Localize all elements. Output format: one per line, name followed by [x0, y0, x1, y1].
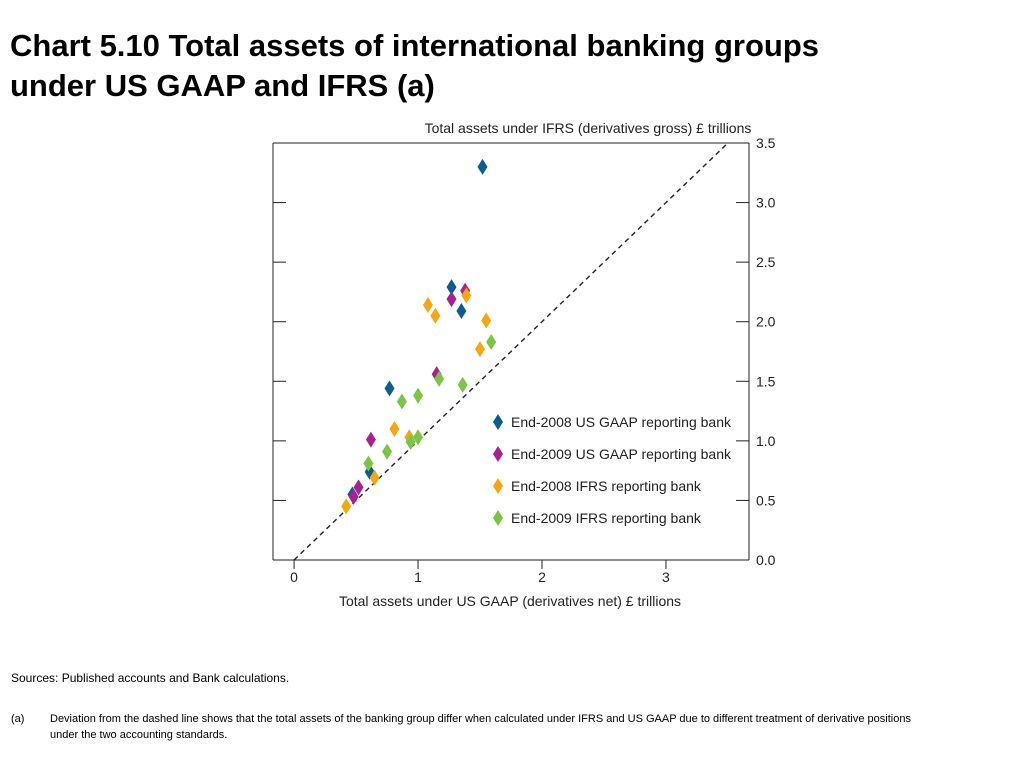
data-point-series-3: [475, 341, 486, 358]
data-point-series-1: [477, 158, 488, 175]
data-point-series-4: [363, 455, 374, 472]
plot-frame: [272, 142, 750, 561]
x-tick-label: 0: [290, 569, 298, 585]
data-point-series-3: [422, 297, 433, 314]
data-point-series-4: [396, 393, 407, 410]
data-point-series-2: [353, 479, 364, 496]
y-tick-label: 0.5: [756, 492, 776, 508]
y-axis-label: Total assets under IFRS (derivatives gro…: [425, 120, 752, 136]
data-point-series-3: [461, 287, 472, 304]
legend-marker: [493, 414, 503, 430]
footnote-marker: (a): [11, 713, 25, 725]
footnote-text: Deviation from the dashed line shows tha…: [50, 713, 911, 741]
data-point-series-1: [384, 380, 395, 397]
legend-marker: [493, 478, 503, 494]
reference-line: [293, 142, 729, 561]
legend-marker: [493, 446, 503, 462]
data-point-series-2: [365, 431, 376, 448]
y-tick-label: 1.0: [756, 433, 776, 449]
x-axis-label: Total assets under US GAAP (derivatives …: [339, 593, 681, 609]
data-point-series-4: [486, 333, 497, 350]
axis-ticks: 0.0 0.5 1.0 1.5 2.0 2.5 3.0 3.5 0 1 2 3: [273, 135, 776, 585]
data-point-series-3: [430, 307, 441, 324]
data-point-series-2: [446, 291, 457, 308]
legend-label: End-2008 US GAAP reporting bank: [511, 414, 732, 430]
x-tick-label: 3: [662, 569, 670, 585]
sources-note: Sources: Published accounts and Bank cal…: [11, 671, 290, 685]
y-tick-label: 1.5: [756, 373, 776, 389]
data-point-series-3: [341, 498, 352, 515]
y-tick-label: 2.0: [756, 314, 776, 330]
data-point-series-3: [369, 469, 380, 486]
x-tick-label: 1: [414, 569, 422, 585]
reference-line-group: [293, 142, 729, 561]
y-tick-label: 2.5: [756, 254, 776, 270]
legend: End-2008 US GAAP reporting bank End-2009 …: [493, 414, 732, 526]
legend-label: End-2008 IFRS reporting bank: [511, 478, 702, 494]
chart-title: Chart 5.10 Total assets of international…: [10, 26, 1010, 106]
legend-label: End-2009 US GAAP reporting bank: [511, 446, 732, 462]
y-tick-label: 3.0: [756, 195, 776, 211]
legend-marker: [493, 510, 503, 526]
data-point-series-4: [434, 370, 445, 387]
y-tick-label: 0.0: [756, 552, 776, 568]
data-point-series-4: [457, 376, 468, 393]
data-point-series-2: [348, 488, 359, 505]
data-point-series-3: [389, 420, 400, 437]
data-point-series-4: [413, 387, 424, 404]
chart-title-line-1: Chart 5.10 Total assets of international…: [10, 28, 820, 63]
data-point-series-4: [382, 443, 393, 460]
y-tick-label: 3.5: [756, 135, 776, 151]
x-tick-label: 2: [538, 569, 546, 585]
data-point-series-3: [481, 312, 492, 329]
chart-title-line-2: under US GAAP and IFRS (a): [10, 68, 435, 103]
legend-label: End-2009 IFRS reporting bank: [511, 510, 702, 526]
data-point-series-4: [413, 429, 424, 446]
data-point-series-1: [446, 279, 457, 296]
data-point-series-1: [456, 302, 467, 319]
data-points: [341, 158, 497, 515]
data-point-series-4: [405, 434, 416, 451]
